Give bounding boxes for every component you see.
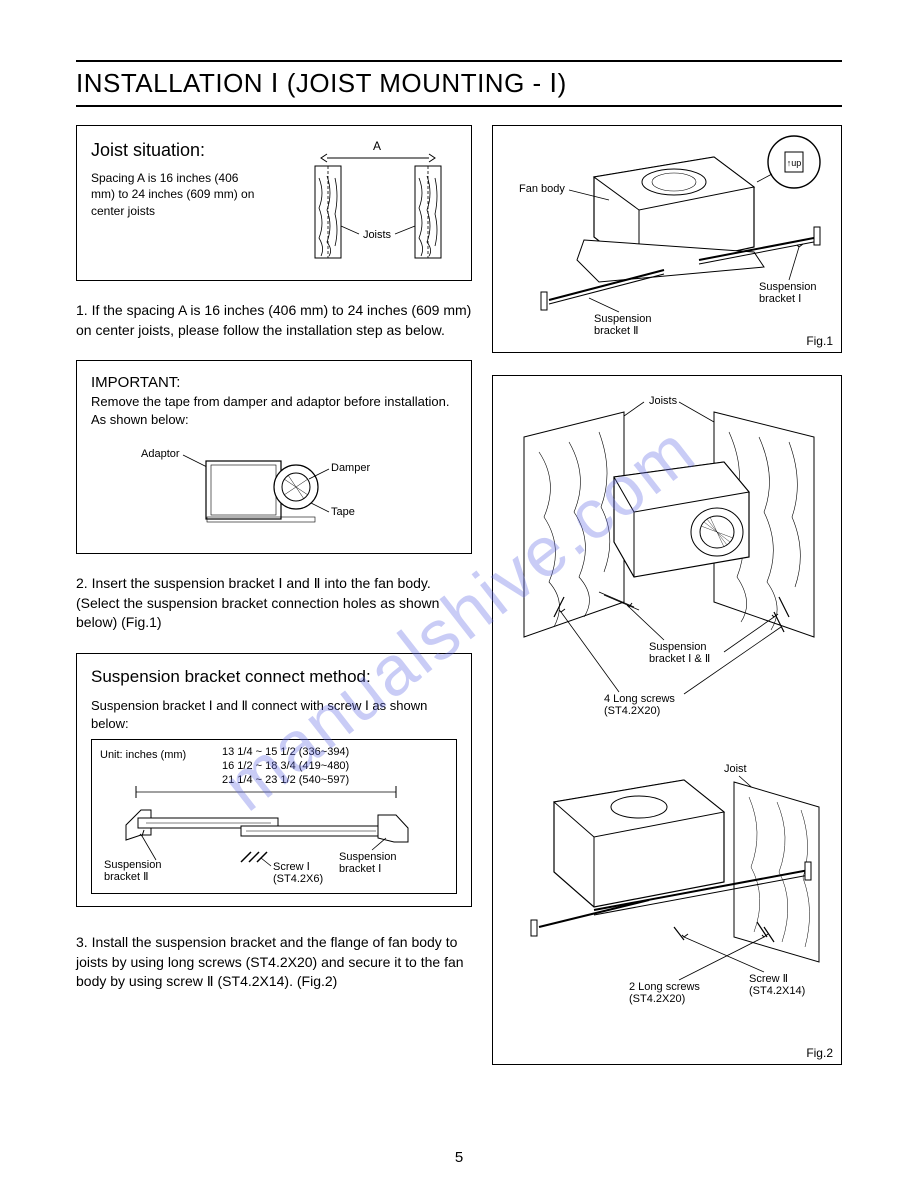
svg-text:↑up: ↑up [787,158,802,168]
svg-text:Fan body: Fan body [519,183,565,195]
svg-text:(ST4.2X14): (ST4.2X14) [749,985,805,997]
svg-text:Suspension: Suspension [594,313,652,325]
fig-2-label: Fig.2 [806,1046,833,1060]
step-3-text: 3. Install the suspension bracket and th… [76,933,472,992]
joist-situation-diagram: A Joists [297,138,457,268]
svg-text:A: A [373,139,381,153]
important-title: IMPORTANT: [91,373,457,393]
fig-1-label: Fig.1 [806,334,833,348]
svg-text:(ST4.2X20): (ST4.2X20) [604,705,660,717]
svg-text:(ST4.2X6): (ST4.2X6) [273,873,323,885]
svg-text:Suspension: Suspension [759,281,817,293]
svg-text:bracket Ⅱ: bracket Ⅱ [104,871,149,883]
important-box: IMPORTANT: Remove the tape from damper a… [76,360,472,554]
svg-text:Tape: Tape [331,506,355,518]
svg-text:bracket Ⅰ: bracket Ⅰ [339,863,381,875]
joist-situation-box: Joist situation: Spacing A is 16 inches … [76,125,472,281]
svg-text:bracket Ⅰ: bracket Ⅰ [759,293,801,305]
step-2-text: 2. Insert the suspension bracket Ⅰ and Ⅱ… [76,574,472,633]
fig-2-box: Joists [492,375,842,1065]
svg-text:Screw Ⅱ: Screw Ⅱ [749,973,788,985]
svg-text:Suspension: Suspension [649,641,707,653]
fig-1-box: ↑up Fan body Suspension bracket Ⅰ Suspen… [492,125,842,353]
page-number: 5 [455,1149,463,1166]
svg-text:Joists: Joists [649,395,678,407]
joist-situation-title: Joist situation: [91,138,289,162]
important-diagram: Adaptor Damper Tape [91,437,371,537]
svg-text:bracket Ⅰ & Ⅱ: bracket Ⅰ & Ⅱ [649,653,710,665]
important-text: Remove the tape from damper and adaptor … [91,393,457,428]
svg-text:bracket Ⅱ: bracket Ⅱ [594,325,639,337]
bracket-range-1: 13 1/4 ~ 15 1/2 (336~394) [222,746,349,760]
bracket-method-title: Suspension bracket connect method: [91,666,457,689]
page-title: INSTALLATION Ⅰ (JOIST MOUNTING - Ⅰ) [76,68,842,105]
svg-text:Joists: Joists [363,229,392,241]
svg-text:Damper: Damper [331,462,370,474]
svg-text:Adaptor: Adaptor [141,448,180,460]
bracket-diagram: Suspension bracket Ⅱ Screw Ⅰ (ST4.2X6) S… [96,780,426,890]
svg-text:4 Long screws: 4 Long screws [604,693,675,705]
bracket-method-box: Suspension bracket connect method: Suspe… [76,653,472,907]
joist-situation-text: Spacing A is 16 inches (406 mm) to 24 in… [91,170,261,219]
bracket-range-2: 16 1/2 ~ 18 3/4 (419~480) [222,760,349,774]
svg-text:Suspension: Suspension [104,859,162,871]
svg-text:(ST4.2X20): (ST4.2X20) [629,993,685,1005]
svg-text:Suspension: Suspension [339,851,397,863]
fig-2-diagram: Joists [499,382,835,1052]
svg-text:Screw Ⅰ: Screw Ⅰ [273,861,310,873]
svg-text:2 Long screws: 2 Long screws [629,981,700,993]
fig-1-diagram: ↑up Fan body Suspension bracket Ⅰ Suspen… [499,132,835,342]
step-1-text: 1. If the spacing A is 16 inches (406 mm… [76,301,472,340]
bracket-method-subtitle: Suspension bracket Ⅰ and Ⅱ connect with … [91,697,457,733]
svg-text:Joist: Joist [724,763,747,775]
